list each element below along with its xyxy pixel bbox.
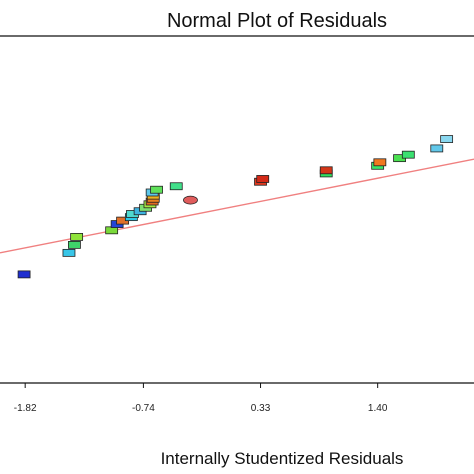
data-point: [17, 270, 31, 279]
data-point: [62, 248, 76, 257]
data-points: [17, 135, 454, 279]
chart-title: Normal Plot of Residuals: [167, 10, 387, 32]
x-tick-label: -0.74: [132, 403, 155, 414]
x-tick-label: -1.82: [14, 403, 37, 414]
data-point: [70, 233, 84, 241]
data-point: [319, 166, 333, 175]
data-point: [440, 135, 454, 143]
x-tick-label: 1.40: [368, 403, 388, 414]
data-point: [256, 175, 270, 183]
x-tick-label: 0.33: [251, 403, 271, 414]
data-point: [401, 150, 415, 159]
data-point: [150, 185, 163, 194]
data-point: [373, 158, 387, 167]
x-axis-ticks: -1.82 -0.74 0.33 1.40: [14, 383, 388, 414]
data-point: [169, 182, 183, 191]
x-axis-label: Internally Studentized Residuals: [161, 449, 404, 468]
data-point: [183, 195, 198, 205]
data-point: [430, 144, 444, 153]
data-point: [68, 240, 81, 249]
